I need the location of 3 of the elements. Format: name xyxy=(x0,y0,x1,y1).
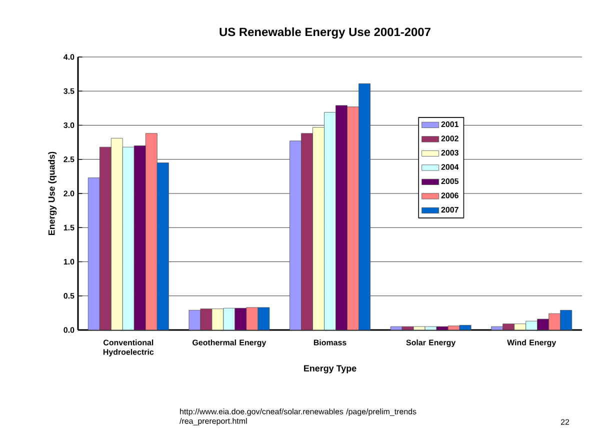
x-axis-title: Energy Type xyxy=(304,365,356,374)
y-axis-title: Energy Use (quads) xyxy=(48,152,57,235)
chart-title: US Renewable Energy Use 2001-2007 xyxy=(220,27,430,39)
